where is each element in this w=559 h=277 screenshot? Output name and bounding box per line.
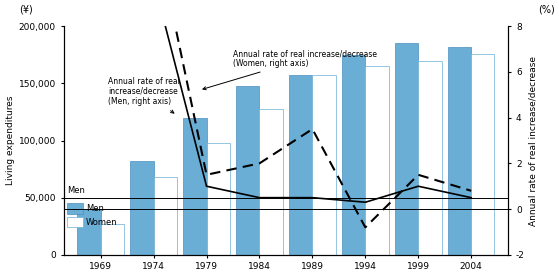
Text: Men: Men [67,186,84,195]
Bar [312,75,336,255]
Bar [259,109,283,255]
Text: Women: Women [86,218,117,227]
Bar [67,203,83,214]
Text: (¥): (¥) [19,5,32,15]
Bar [77,209,101,255]
Bar [101,224,124,255]
Text: (%): (%) [538,5,555,15]
Bar [67,217,83,227]
Text: Annual rate of real
increase/decrease
(Men, right axis): Annual rate of real increase/decrease (M… [108,76,180,113]
Bar [154,177,177,255]
Bar [236,86,259,255]
Text: Men: Men [86,204,104,213]
Bar [206,143,230,255]
Bar [183,118,206,255]
Bar [342,55,366,255]
Bar [395,43,418,255]
Y-axis label: Living expenditures: Living expenditures [6,96,15,185]
Text: Annual rate of real increase/decrease
(Women, right axis): Annual rate of real increase/decrease (W… [203,49,377,90]
Bar [448,47,471,255]
Y-axis label: Annual rate of real increase/decrease: Annual rate of real increase/decrease [529,55,538,225]
Bar [366,66,389,255]
Bar [289,75,312,255]
Bar [471,54,495,255]
Bar [418,60,442,255]
Bar [130,161,154,255]
